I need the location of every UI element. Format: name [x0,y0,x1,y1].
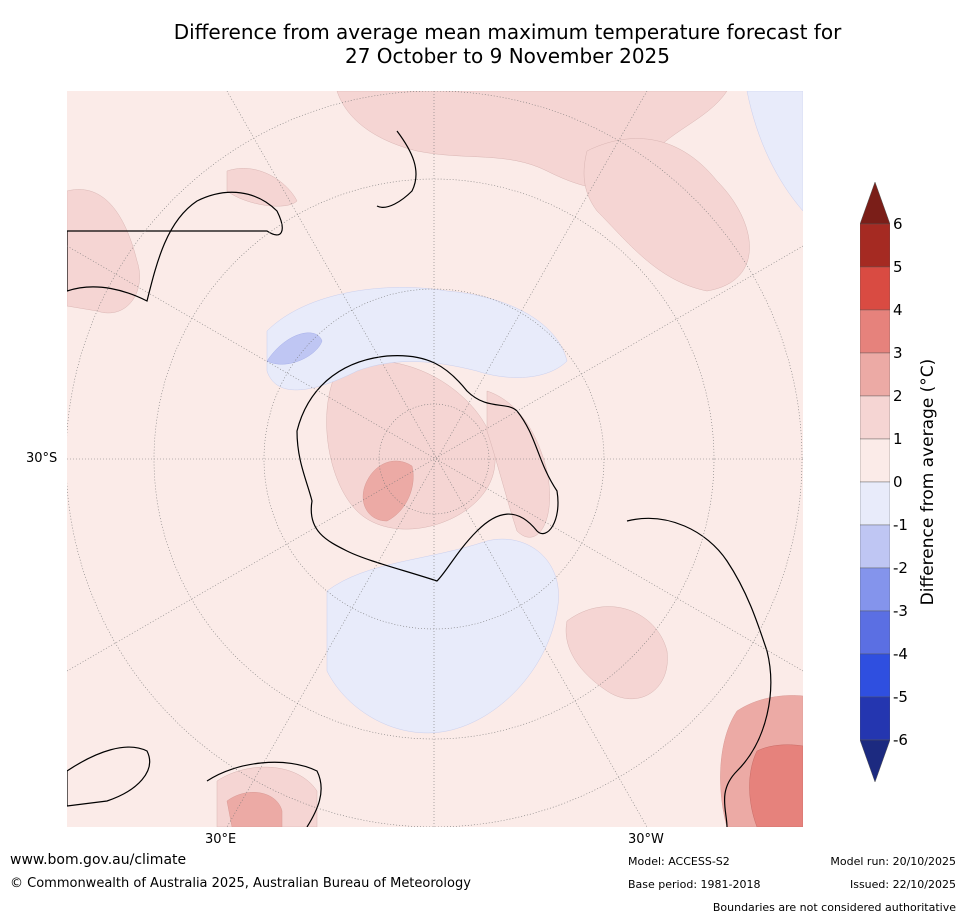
footer-base-period: Base period: 1981-2018 [628,878,761,891]
colorbar-segments [860,223,890,741]
colorbar-segment-0 [860,223,890,268]
colorbar-tick-label: 4 [893,301,903,319]
colorbar-tick-label: -1 [893,516,908,534]
colorbar-segment-9 [860,610,890,655]
colorbar-tick-label: 6 [893,215,903,233]
colorbar-tick-label: -2 [893,559,908,577]
footer-url[interactable]: www.bom.gov.au/climate [10,852,187,868]
cool-region-ring-south [326,538,559,734]
warm-region-antarctica-core [362,460,414,522]
colorbar-segment-3 [860,352,890,397]
cool-region-ring-north [266,287,568,391]
footer-model: Model: ACCESS-S2 [628,855,730,868]
colorbar-tick-label: -5 [893,688,908,706]
colorbar-segment-4 [860,395,890,440]
footer-copyright: © Commonwealth of Australia 2025, Austra… [10,876,471,891]
madagascar-coast [206,761,322,827]
colorbar-tick-label: 1 [893,430,903,448]
title-line-1: Difference from average mean maximum tem… [173,20,842,44]
colorbar-over-arrow [860,182,890,225]
southamerica-coast [626,517,772,827]
title-line-2: 27 October to 9 November 2025 [344,44,671,68]
colorbar-tick-label: -3 [893,602,908,620]
australia-coast [67,191,283,302]
colorbar [860,182,890,782]
colorbar-segment-2 [860,309,890,354]
graticule [67,91,803,827]
colorbar-segment-8 [860,567,890,612]
colorbar-label: Difference from average (°C) [918,358,938,606]
polar-map [67,91,803,827]
colorbar-segment-6 [860,481,890,526]
colorbar-segment-5 [860,438,890,483]
colorbar-tick-label: -6 [893,731,908,749]
lat-label-30s: 30°S [26,451,58,466]
colorbar-segment-7 [860,524,890,569]
footer-model-run: Model run: 20/10/2025 [830,855,956,868]
warm-region-southwest-core [226,792,283,827]
map-title: Difference from average mean maximum tem… [0,20,965,68]
cool-region-northeast [746,91,803,212]
lon-label-30e: 30°E [205,832,237,847]
antarctica-coast [296,354,559,582]
lon-label-30w: 30°W [628,832,664,847]
colorbar-segment-1 [860,266,890,311]
warm-region-peninsula [486,390,550,538]
footer-boundaries: Boundaries are not considered authoritat… [712,901,956,914]
colorbar-segment-11 [860,696,890,741]
colorbar-segment-10 [860,653,890,698]
colorbar-tick-label: -4 [893,645,908,663]
colorbar-tick-label: 2 [893,387,903,405]
warm-region-east-ocean [565,606,668,700]
warm-region-southeast-core [749,744,803,827]
warm-region-australia [226,168,298,207]
colorbar-under-arrow [860,739,890,782]
warm-region-west [67,189,140,314]
colorbar-tick-label: 3 [893,344,903,362]
footer-issued: Issued: 22/10/2025 [849,878,956,891]
colorbar-tick-label: 0 [893,473,903,491]
colorbar-tick-label: 5 [893,258,903,276]
newzealand-coast [376,130,417,208]
warm-region-northeast [583,138,750,292]
africa-coast [67,746,151,807]
cool-region-blue-patch [266,332,323,365]
